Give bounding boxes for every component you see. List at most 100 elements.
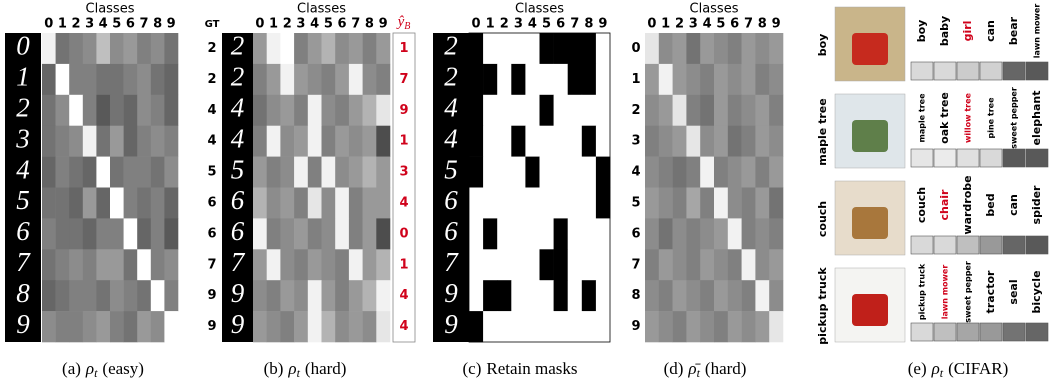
- heat-cell: [321, 94, 336, 126]
- class-word: can: [1007, 194, 1020, 216]
- heat-cell: [335, 33, 350, 65]
- class-word: tractor: [984, 270, 997, 313]
- class-label: 6: [126, 17, 135, 32]
- heat-cell: [307, 280, 322, 312]
- heat-cell: [714, 218, 729, 250]
- score-cell: [1025, 235, 1049, 255]
- digit-image: 2: [444, 62, 458, 92]
- heat-cell: [280, 33, 295, 65]
- heat-cell: [348, 63, 363, 96]
- heat-cell: [769, 280, 784, 312]
- score-cell: [979, 322, 1003, 342]
- heat-cell: [321, 218, 336, 250]
- heat-cell: [96, 280, 111, 312]
- class-label: 1: [486, 17, 495, 32]
- digit-image: 2: [16, 92, 30, 122]
- class-word: boy: [915, 20, 928, 43]
- class-label: 5: [716, 17, 725, 32]
- class-label: 8: [584, 17, 593, 32]
- heat-cell: [294, 249, 309, 281]
- caption-label: (c): [462, 359, 481, 378]
- class-word: willow tree: [964, 92, 973, 142]
- caption-label: (e): [908, 359, 927, 378]
- heat-cell: [96, 249, 111, 281]
- digit-strip: [5, 33, 41, 342]
- heat-cell: [755, 249, 770, 281]
- digit-image: 0: [16, 31, 30, 61]
- heat-cell: [511, 156, 526, 188]
- heat-cell: [525, 280, 540, 312]
- image-object: [852, 120, 888, 152]
- heat-cell: [595, 187, 611, 219]
- heat-cell: [335, 156, 350, 188]
- heat-cell: [55, 33, 70, 65]
- heat-cell: [553, 125, 568, 157]
- heat-cell: [755, 125, 770, 157]
- score-cell: [910, 322, 934, 342]
- heat-cell: [686, 125, 701, 157]
- class-word: wardrobe: [961, 175, 974, 234]
- heat-cell: [110, 125, 124, 157]
- pred-label: 1: [399, 134, 408, 149]
- pred-label: 4: [399, 195, 408, 210]
- pred-label: 3: [399, 165, 408, 180]
- heat-cell: [581, 33, 597, 65]
- heat-cell: [96, 33, 111, 65]
- heat-cell: [755, 311, 770, 343]
- heat-cell: [469, 311, 484, 343]
- heat-cell: [714, 311, 729, 343]
- heat-cell: [280, 311, 295, 343]
- pred-symbol: ŷ: [396, 14, 405, 30]
- heat-cell: [525, 187, 540, 219]
- class-word: sweet pepper: [1010, 87, 1019, 149]
- score-cell: [933, 235, 957, 255]
- heat-cell: [96, 156, 111, 188]
- heat-cell: [483, 63, 498, 96]
- heat-cell: [469, 187, 484, 219]
- heat-cell: [110, 311, 124, 343]
- heat-cell: [645, 63, 660, 96]
- digit-strip: [433, 33, 469, 342]
- heat-cell: [769, 125, 784, 157]
- heat-cell: [686, 311, 701, 343]
- class-label: 1: [58, 17, 67, 32]
- heat-cell: [96, 94, 111, 126]
- heat-cell: [469, 249, 484, 281]
- heat-cell: [700, 125, 715, 157]
- heat-cell: [42, 280, 56, 312]
- heat-cell: [686, 63, 701, 96]
- heat-cell: [164, 218, 179, 250]
- gt-label: 2: [207, 41, 216, 56]
- caption-subscript: t: [697, 366, 701, 380]
- heat-cell: [110, 33, 124, 65]
- heat-cell: [150, 94, 165, 126]
- heat-cell: [150, 280, 165, 312]
- heat-cell: [266, 311, 281, 343]
- heat-cell: [307, 187, 322, 219]
- heat-cell: [539, 218, 554, 250]
- heat-cell: [567, 63, 583, 96]
- score-cell: [979, 235, 1003, 255]
- heat-cell: [110, 249, 124, 281]
- heat-cell: [525, 94, 540, 126]
- heat-cell: [266, 94, 281, 126]
- row-label: 3: [631, 134, 640, 149]
- class-label: 3: [689, 17, 698, 32]
- heat-cell: [581, 249, 597, 281]
- class-label: 4: [528, 17, 537, 32]
- class-label: 9: [598, 17, 607, 32]
- heat-cell: [82, 249, 97, 281]
- heat-cell: [294, 33, 309, 65]
- row-label: 2: [631, 103, 640, 118]
- digit-image: 5: [444, 154, 458, 184]
- heat-cell: [595, 280, 611, 312]
- score-cell: [1002, 148, 1026, 168]
- row-label: 1: [631, 72, 640, 87]
- heat-cell: [362, 94, 377, 126]
- heat-cell: [123, 311, 138, 343]
- heat-cell: [335, 218, 350, 250]
- heat-cell: [82, 125, 97, 157]
- heat-cell: [714, 187, 729, 219]
- heat-cell: [253, 218, 267, 250]
- heat-cell: [567, 280, 583, 312]
